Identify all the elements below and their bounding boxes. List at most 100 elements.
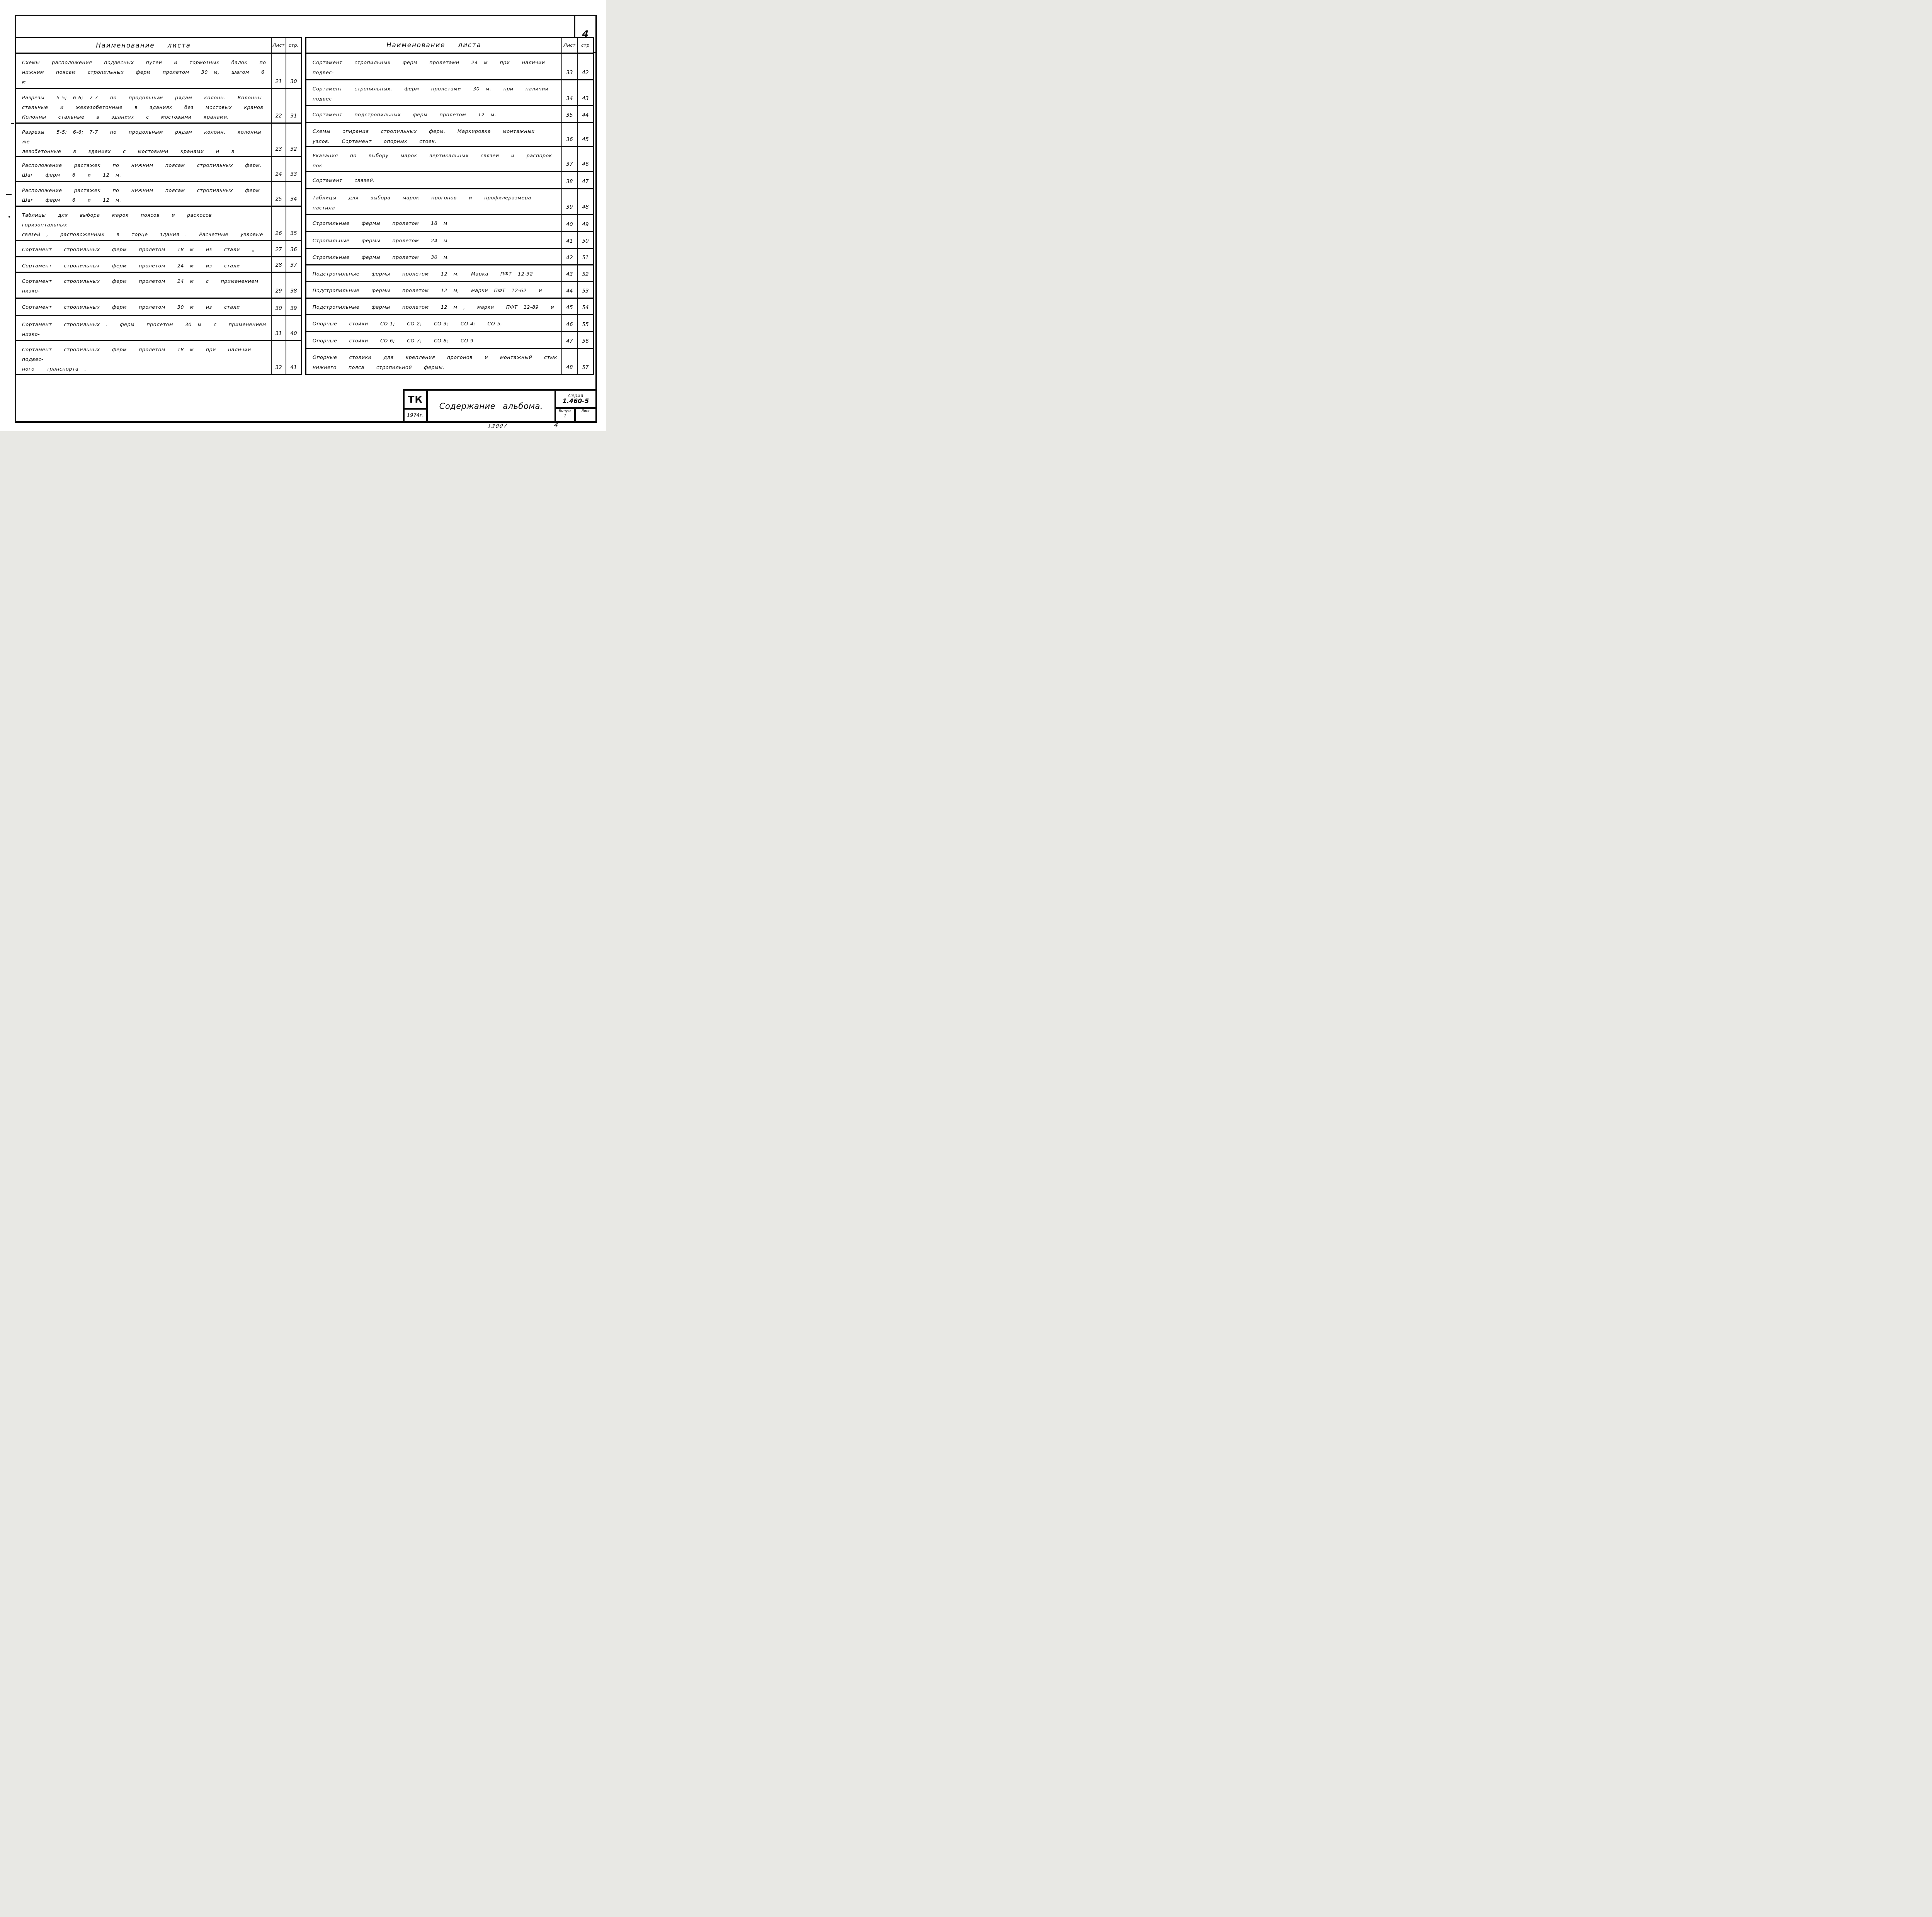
sheet-number: 26 xyxy=(272,207,287,240)
row-title: Подстропильные фермы пролетом 12 м, марк… xyxy=(306,282,562,298)
sheet-number: 25 xyxy=(272,182,287,206)
table-row: Сортамент связей. 38 47 xyxy=(306,172,593,189)
sheet-number: 32 xyxy=(272,341,287,374)
table-row: Сортамент стропильных ферм пролетами 24 … xyxy=(306,54,593,80)
row-title: Подстропильные фермы пролетом 12 м. Марк… xyxy=(306,265,562,281)
row-title: Сортамент стропильных ферм пролетом 18 м… xyxy=(16,241,272,256)
stamp-year: 1974г. xyxy=(406,412,424,418)
page-number: 35 xyxy=(290,230,297,236)
sheet-number: 21 xyxy=(272,54,287,88)
scan-artifact xyxy=(6,194,12,195)
page-number: 45 xyxy=(582,136,589,143)
sheet-number: 40 xyxy=(562,215,578,231)
row-title: Сортамент стропильных . ферм пролетом 30… xyxy=(16,316,272,340)
sheet-number: 23 xyxy=(272,124,287,156)
sheet-number: 48 xyxy=(562,349,578,374)
header-sheet-name: Наименование листа xyxy=(306,38,562,53)
scan-artifact xyxy=(11,123,14,124)
table-row: Подстропильные фермы пролетом 12 м , мар… xyxy=(306,299,593,315)
title-block-stamp: ТК 1974г. xyxy=(405,391,428,421)
table-row: Сортамент стропильных ферм пролетом 30 м… xyxy=(16,299,301,316)
table-row: Опорные стойки СО-6; СО-7; СО-8; СО-9 47… xyxy=(306,332,593,349)
series-value: 1.460-5 xyxy=(562,397,589,405)
sheet-number: 33 xyxy=(562,54,578,79)
table-row: Разрезы 5-5; 6-6; 7-7 по продольным ряда… xyxy=(16,124,301,157)
header-page-no: стр. xyxy=(289,43,299,48)
row-title: Стропильные фермы пролетом 30 м. xyxy=(306,249,562,264)
table-row: Сортамент стропильных. ферм пролетами 30… xyxy=(306,80,593,106)
row-title: Сортамент стропильных. ферм пролетами 30… xyxy=(306,80,562,105)
sheet-number: 41 xyxy=(562,232,578,248)
sheet-number: 24 xyxy=(272,157,287,181)
sheet-number: 39 xyxy=(562,189,578,214)
table-row: Разрезы 5-5; 6-6; 7-7 по продольным ряда… xyxy=(16,89,301,124)
table-row: Подстропильные фермы пролетом 12 м, марк… xyxy=(306,282,593,299)
contents-table-left: Наименование листа Лист стр. Схемы распо… xyxy=(15,37,302,375)
series-cell: Серия 1.460-5 xyxy=(556,391,595,409)
sheet-number: 28 xyxy=(272,257,287,272)
row-title: Стропильные фермы пролетом 24 м xyxy=(306,232,562,248)
header-sheet-no: Лист xyxy=(562,38,578,53)
row-title: Указания по выбору марок вертикальных св… xyxy=(306,147,562,171)
sheet-number: 35 xyxy=(562,106,578,122)
sheet-number: 37 xyxy=(562,147,578,171)
table-row: Схемы опирания стропильных ферм. Маркиро… xyxy=(306,123,593,147)
table-header-row: Наименование листа Лист стр. xyxy=(16,38,301,54)
sheet-cell: Лист — xyxy=(576,409,595,421)
page-number: 54 xyxy=(582,304,589,311)
issue-label: Выпуск xyxy=(559,409,571,413)
sheet-number: 22 xyxy=(272,89,287,122)
row-title: Сортамент стропильных ферм пролетом 24 м… xyxy=(16,273,272,298)
sheet-number: 47 xyxy=(562,332,578,348)
series-label: Серия xyxy=(568,393,583,398)
header-sheet-name: Наименование листа xyxy=(16,38,272,53)
table-header-row: Наименование листа Лист стр xyxy=(306,38,593,54)
row-title: Сортамент стропильных ферм пролетом 30 м… xyxy=(16,299,272,315)
header-page-no: стр xyxy=(581,43,590,48)
sheet-number: 45 xyxy=(562,299,578,314)
page-number: 40 xyxy=(290,330,297,337)
page-border-bottom xyxy=(15,421,597,423)
header-sheet-no: Лист xyxy=(272,38,287,53)
sheet-number: 31 xyxy=(272,316,287,340)
row-title: Подстропильные фермы пролетом 12 м , мар… xyxy=(306,299,562,314)
issue-sheet-row: Выпуск 1 Лист — xyxy=(556,409,595,421)
sheet-label: Лист xyxy=(581,409,590,413)
sheet-number: 30 xyxy=(272,299,287,315)
scan-artifact xyxy=(9,216,10,218)
page-number: 52 xyxy=(582,271,589,277)
table-row: Стропильные фермы пролетом 24 м 41 50 xyxy=(306,232,593,249)
page-number: 37 xyxy=(290,262,297,268)
table-row: Расположение растяжек по нижним поясам с… xyxy=(16,182,301,207)
row-title: Сортамент стропильных ферм пролетами 24 … xyxy=(306,54,562,79)
page-border-top xyxy=(15,15,576,16)
page-number: 33 xyxy=(290,171,297,177)
page-number: 50 xyxy=(582,238,589,244)
sheet-number: 44 xyxy=(562,282,578,298)
sheet-number: 27 xyxy=(272,241,287,256)
row-title: Таблицы для выбора марок прогонов и проф… xyxy=(306,189,562,214)
table-row: Таблицы для выбора марок прогонов и проф… xyxy=(306,189,593,215)
contents-table-right: Наименование листа Лист стр Сортамент ст… xyxy=(305,37,594,375)
page-number: 48 xyxy=(582,204,589,210)
series-block: Серия 1.460-5 Выпуск 1 Лист — xyxy=(554,391,595,421)
page-number: 44 xyxy=(582,112,589,118)
table-row: Указания по выбору марок вертикальных св… xyxy=(306,147,593,172)
sheet-number: 29 xyxy=(272,273,287,298)
page-number: 55 xyxy=(582,321,589,328)
page-number: 38 xyxy=(290,288,297,294)
page-number: 32 xyxy=(290,146,297,152)
table-row: Расположение растяжек по нижним поясам с… xyxy=(16,157,301,182)
table-row: Таблицы для выбора марок поясов и раскос… xyxy=(16,207,301,241)
footer-doc-number: 13007 xyxy=(487,423,508,430)
page-number: 36 xyxy=(290,247,297,253)
table-row: Опорные столики для крепления прогонов и… xyxy=(306,349,593,374)
scanned-document-sheet: 4 Наименование листа Лист стр. Схемы рас… xyxy=(0,0,606,431)
page-number: 56 xyxy=(582,338,589,344)
page-number: 31 xyxy=(290,113,297,119)
table-row: Сортамент подстропильных ферм пролетом 1… xyxy=(306,106,593,123)
page-number: 49 xyxy=(582,221,589,228)
organization-stamp: ТК xyxy=(405,391,426,410)
page-number: 53 xyxy=(582,288,589,294)
table-row: Подстропильные фермы пролетом 12 м. Марк… xyxy=(306,265,593,282)
